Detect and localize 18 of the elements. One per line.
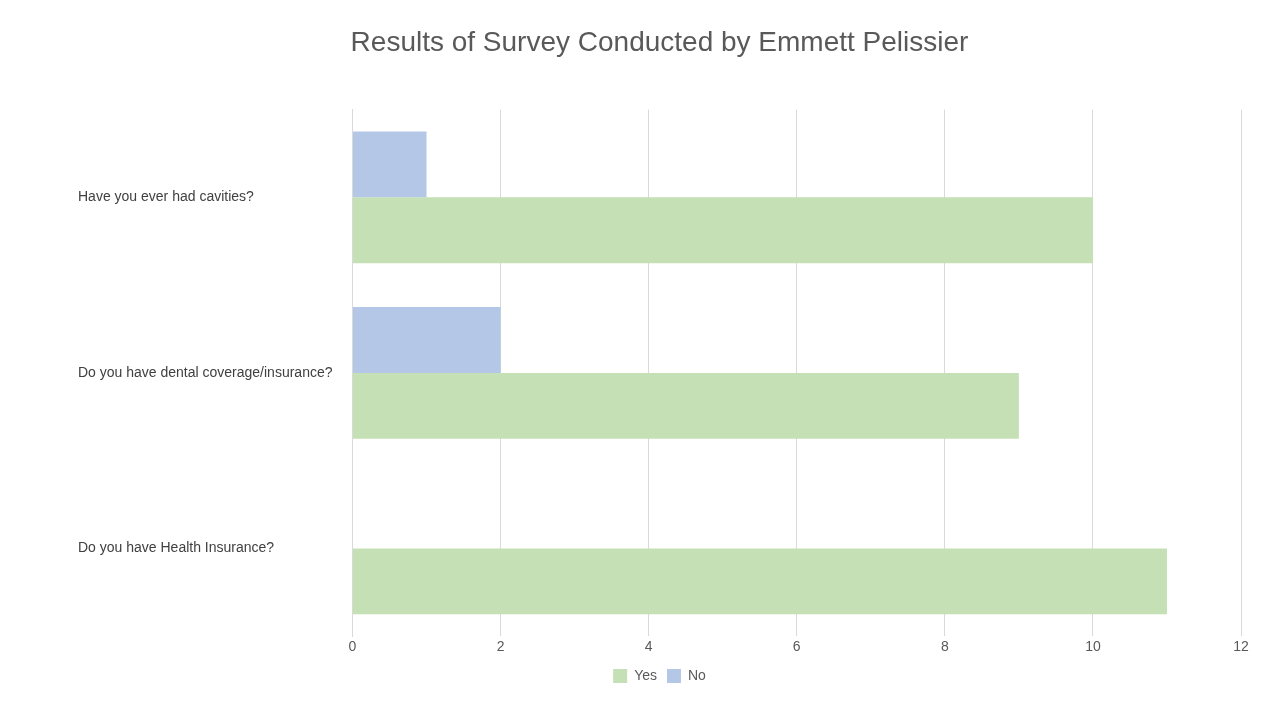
bar	[353, 197, 1093, 264]
bar	[353, 131, 427, 198]
x-tick-label: 12	[1233, 638, 1249, 655]
y-tick-label: Do you have dental coverage/insurance?	[78, 363, 333, 380]
x-tick-label: 10	[1085, 638, 1101, 655]
legend-label: No	[687, 666, 707, 683]
legend-label: Yes	[634, 666, 657, 683]
x-tick-label: 4	[644, 638, 653, 655]
x-tick-label: 0	[348, 638, 357, 655]
x-tick-label: 6	[792, 638, 801, 655]
chart-title: Results of Survey Conducted by Emmett Pelissier	[350, 25, 969, 57]
y-tick-label: Have you ever had cavities?	[78, 188, 255, 205]
y-tick-label: Do you have Health Insurance?	[78, 539, 275, 556]
bar	[353, 372, 1019, 439]
x-tick-label: 8	[940, 638, 949, 655]
x-tick-label: 2	[496, 638, 505, 655]
bar	[353, 548, 1167, 615]
bar	[353, 307, 501, 373]
